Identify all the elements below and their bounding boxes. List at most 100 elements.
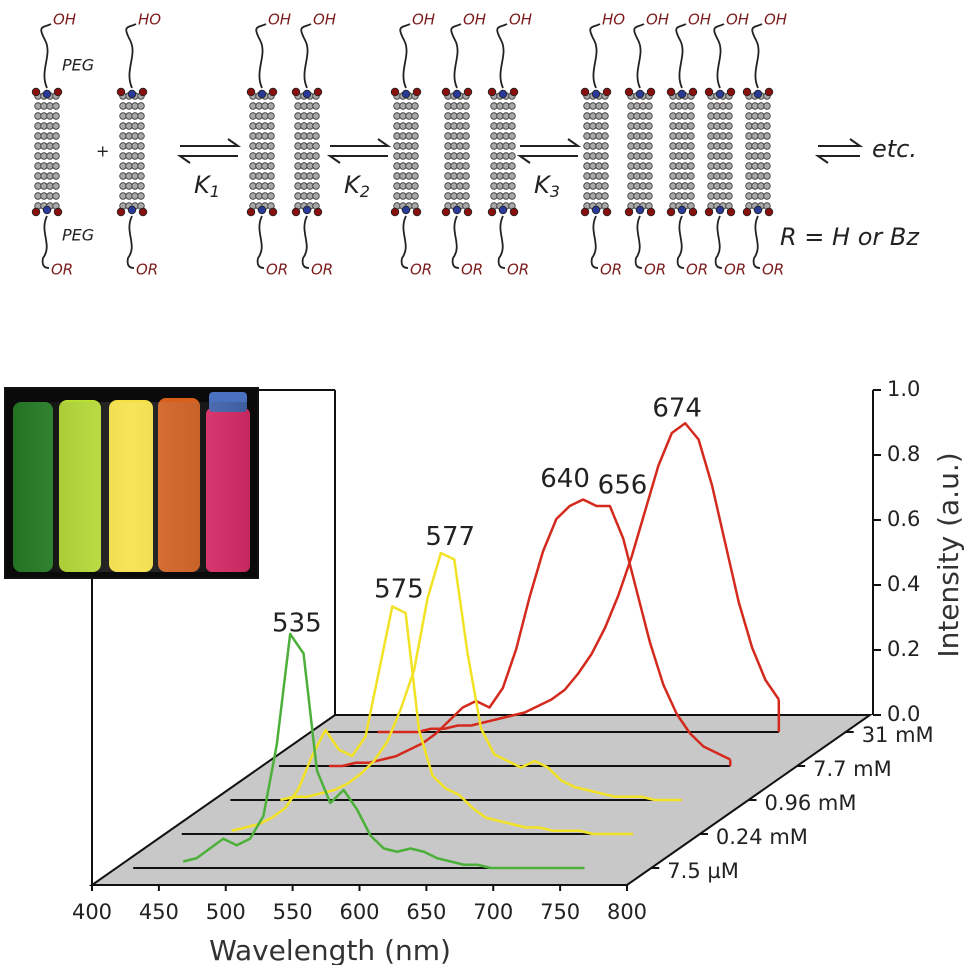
atom xyxy=(688,87,698,97)
peak-label: 577 xyxy=(425,522,475,552)
atom xyxy=(42,205,52,215)
atom xyxy=(646,87,656,97)
atom xyxy=(687,102,695,110)
x-tick-label: 650 xyxy=(406,900,446,924)
peg-chain xyxy=(676,215,685,269)
atom xyxy=(725,192,733,200)
atom xyxy=(715,89,725,99)
peg-chain xyxy=(40,23,52,89)
atom xyxy=(635,205,645,215)
atom xyxy=(411,122,419,130)
atom xyxy=(687,162,695,170)
atom xyxy=(463,207,473,217)
atom xyxy=(313,87,323,97)
atom xyxy=(441,207,451,217)
atom xyxy=(487,87,497,97)
x-tick-label: 400 xyxy=(72,900,112,924)
atom xyxy=(52,152,60,160)
legend-label: 7.5 µM xyxy=(667,859,739,883)
peg-chain xyxy=(256,215,265,269)
atom xyxy=(312,192,320,200)
peg-chain xyxy=(590,215,599,269)
spectrum-line xyxy=(182,632,585,870)
peg-chain xyxy=(41,215,50,269)
atom xyxy=(687,142,695,150)
atom xyxy=(267,122,275,130)
atom xyxy=(508,172,516,180)
atom xyxy=(463,87,473,97)
peg-chain xyxy=(752,215,761,269)
end-group: OR xyxy=(311,261,333,279)
peg-label: PEG xyxy=(62,226,94,245)
atom xyxy=(763,132,771,140)
atom xyxy=(137,112,145,120)
etc-label: etc. xyxy=(872,135,917,163)
x-tick-label: 550 xyxy=(273,900,313,924)
atom xyxy=(508,182,516,190)
atom xyxy=(127,89,137,99)
atom xyxy=(591,205,601,215)
atom xyxy=(312,102,320,110)
atom xyxy=(411,192,419,200)
x-axis-title: Wavelength (nm) xyxy=(209,934,451,965)
atom xyxy=(411,132,419,140)
atom xyxy=(52,172,60,180)
atom xyxy=(645,172,653,180)
equilibrium-arrow xyxy=(326,155,388,164)
atom xyxy=(763,182,771,190)
equilibrium-arrow xyxy=(520,138,582,147)
equilibrium-arrow xyxy=(516,155,578,164)
atom xyxy=(246,207,256,217)
equilibrium-constant: K1 xyxy=(194,171,220,201)
atom xyxy=(390,87,400,97)
scheme: OH OR HO OR OH OR OH OR OH OR OH OR OH OR HO OR OH OR OH OR… xyxy=(31,11,920,279)
atom xyxy=(763,122,771,130)
atom xyxy=(601,132,609,140)
atom xyxy=(508,192,516,200)
atom xyxy=(267,182,275,190)
end-group: HO xyxy=(602,11,625,29)
atom xyxy=(268,87,278,97)
atom xyxy=(753,205,763,215)
atom xyxy=(302,205,312,215)
atom xyxy=(462,132,470,140)
constant-subscript: 2 xyxy=(360,182,370,201)
molecule: OH OR xyxy=(246,11,291,279)
atom xyxy=(411,102,419,110)
atom xyxy=(763,102,771,110)
y-axis-title: Intensity (a.u.) xyxy=(932,452,965,657)
atom xyxy=(137,152,145,160)
end-group: OR xyxy=(410,261,432,279)
atom xyxy=(666,87,676,97)
equilibrium-constant: K3 xyxy=(534,171,560,201)
peak-label: 656 xyxy=(598,471,648,501)
atom xyxy=(462,182,470,190)
atom xyxy=(704,207,714,217)
atom xyxy=(624,87,634,97)
peg-chain xyxy=(713,23,725,89)
atom xyxy=(725,172,733,180)
atom xyxy=(401,205,411,215)
atom xyxy=(137,142,145,150)
atom xyxy=(462,112,470,120)
atom xyxy=(646,207,656,217)
atom xyxy=(31,87,41,97)
atom xyxy=(645,182,653,190)
atom xyxy=(508,142,516,150)
x-tick-label: 800 xyxy=(607,900,647,924)
vial-photo xyxy=(4,387,259,579)
y-tick-label: 0.0 xyxy=(887,702,920,726)
peg-chain xyxy=(633,23,645,89)
atom xyxy=(725,162,733,170)
atom xyxy=(257,89,267,99)
end-group: OH xyxy=(646,11,669,29)
end-group: OR xyxy=(507,261,529,279)
atom xyxy=(687,132,695,140)
y-tick-label: 1.0 xyxy=(887,377,920,401)
atom xyxy=(137,102,145,110)
end-group: OH xyxy=(726,11,749,29)
atom xyxy=(645,192,653,200)
equilibrium-arrow xyxy=(814,155,860,164)
y-tick-label: 0.4 xyxy=(887,572,920,596)
peg-chain xyxy=(399,23,411,89)
